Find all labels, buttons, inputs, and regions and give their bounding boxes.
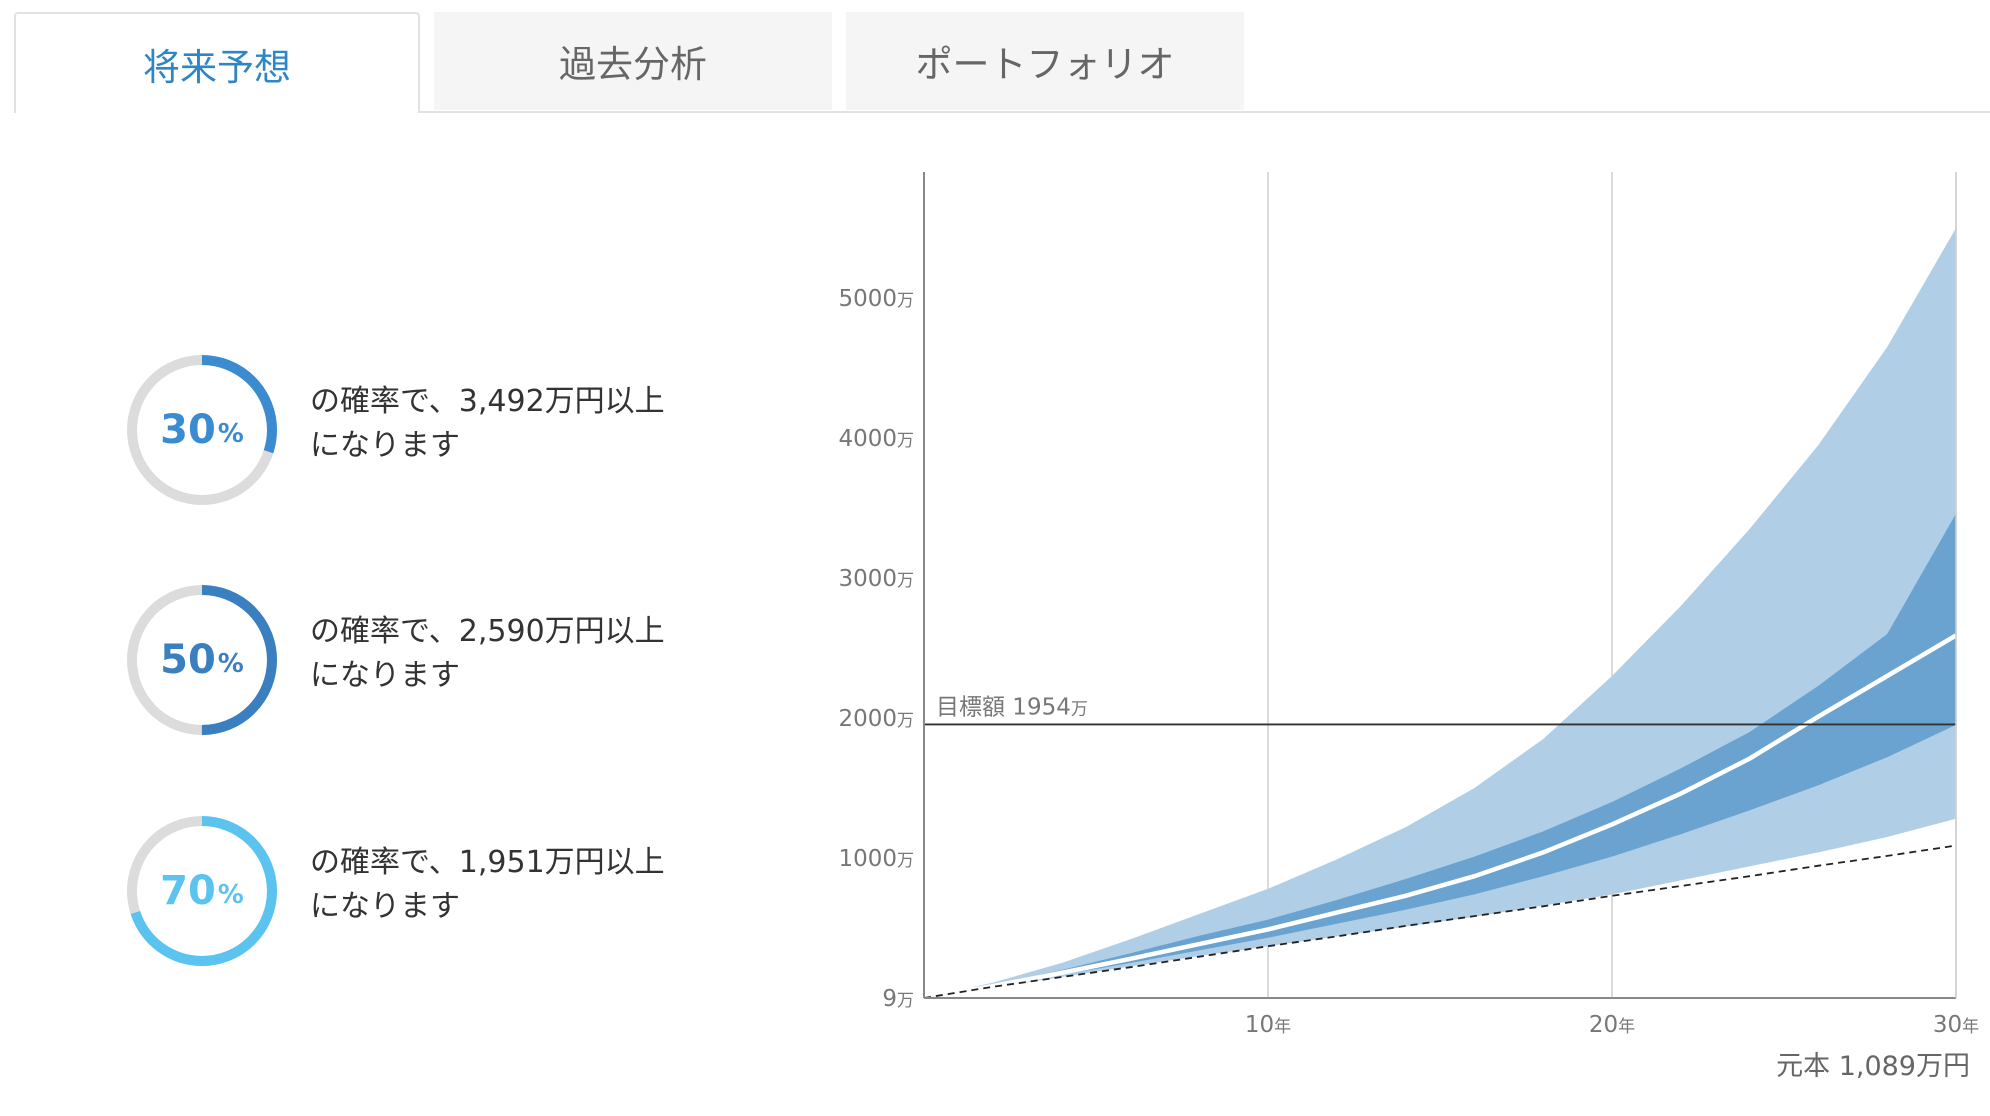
principal-note: 元本 1,089万円 — [1776, 1051, 1970, 1082]
percent-value: 30 — [160, 407, 216, 453]
percent-symbol: % — [217, 419, 244, 449]
tab-bar-baseline — [14, 111, 1990, 113]
tab-future-forecast[interactable]: 将来予想 — [14, 12, 420, 113]
probability-percent: 50% — [124, 582, 280, 738]
probability-description: の確率で、1,951万円以上 になります — [310, 841, 750, 929]
ring-chart — [127, 355, 277, 505]
x-tick-label-20: 20年 — [1589, 1012, 1635, 1038]
principal-series-line — [923, 844, 1957, 999]
y-tick-label-5000: 5000万 — [838, 286, 914, 312]
y-tick-label-2000: 2000万 — [838, 706, 914, 732]
x-tick-label-30: 30年 — [1933, 1012, 1979, 1038]
percent-value: 70 — [160, 868, 216, 914]
y-tick-label-4000: 4000万 — [838, 426, 914, 452]
description-line-1: の確率で、2,590万円以上 — [310, 614, 665, 649]
probability-ring: 30% — [124, 352, 280, 508]
percent-symbol: % — [217, 880, 244, 910]
percent-value: 50 — [160, 637, 216, 683]
probability-description: の確率で、2,590万円以上 になります — [310, 610, 750, 698]
probability-percent: 30% — [124, 352, 280, 508]
probability-percent: 70% — [124, 813, 280, 969]
percent-symbol: % — [217, 649, 244, 679]
tab-past-analysis[interactable]: 過去分析 — [434, 12, 832, 110]
probability-ring: 70% — [124, 813, 280, 969]
description-line-2: になります — [310, 889, 460, 924]
tab-portfolio[interactable]: ポートフォリオ — [846, 12, 1244, 110]
ring-progress-arc — [127, 585, 277, 735]
median-series-line — [923, 633, 1958, 1001]
description-line-2: になります — [310, 658, 460, 693]
y-tick-label-1000: 1000万 — [838, 846, 914, 872]
probability-row-50: 50% の確率で、2,590万円以上 になります — [124, 582, 744, 738]
probability-description: の確率で、3,492万円以上 になります — [310, 380, 750, 468]
description-line-2: になります — [310, 428, 460, 463]
description-line-1: の確率で、3,492万円以上 — [310, 384, 665, 419]
probability-ring: 50% — [124, 582, 280, 738]
y-tick-label-3000: 3000万 — [838, 566, 914, 592]
ring-progress-arc — [127, 816, 277, 966]
y-tick-label-9: 9万 — [882, 986, 914, 1012]
inner-probability-band — [924, 513, 1956, 998]
ring-chart — [127, 585, 277, 735]
ring-chart — [127, 816, 277, 966]
description-line-1: の確率で、1,951万円以上 — [310, 845, 665, 880]
probability-row-70: 70% の確率で、1,951万円以上 になります — [124, 813, 744, 969]
tab-bar: 将来予想 過去分析 ポートフォリオ — [14, 12, 1990, 113]
ring-progress-arc — [127, 355, 277, 505]
target-label: 目標額 1954万 — [936, 694, 1088, 720]
x-tick-label-10: 10年 — [1245, 1012, 1291, 1038]
probability-row-30: 30% の確率で、3,492万円以上 になります — [124, 352, 744, 508]
